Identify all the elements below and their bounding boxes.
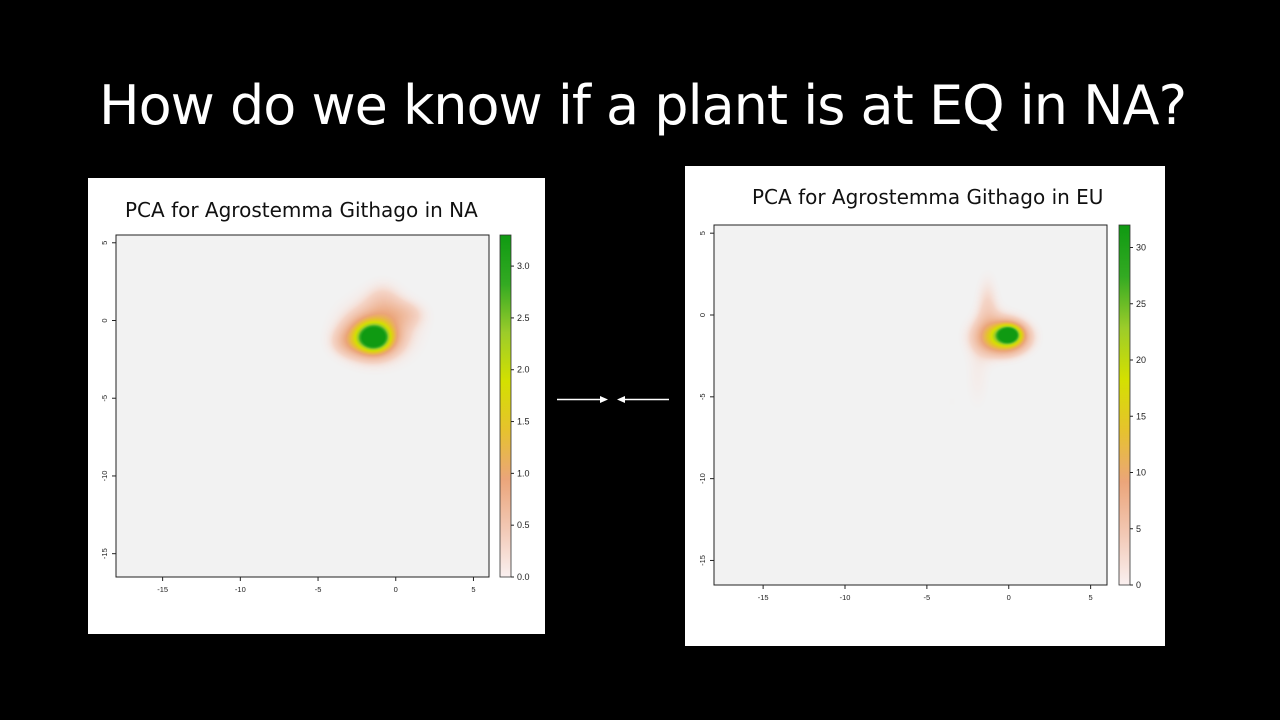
density-surface — [116, 235, 489, 577]
x-tick-label: -15 — [157, 585, 168, 594]
colorbar-tick-label: 25 — [1136, 299, 1146, 309]
colorbar-tick-label: 30 — [1136, 243, 1146, 253]
x-tick-label: 0 — [1007, 593, 1011, 602]
colorbar-tick-label: 2.5 — [517, 313, 530, 323]
colorbar-tick-label: 2.0 — [517, 365, 530, 375]
colorbar — [1118, 224, 1131, 586]
equilibrium-arrows — [557, 396, 669, 403]
x-tick-label: -5 — [315, 585, 322, 594]
colorbar-tick-label: 20 — [1136, 355, 1146, 365]
colorbar-tick-label: 1.0 — [517, 468, 530, 478]
y-tick-label: -5 — [100, 395, 109, 402]
slide-title: How do we know if a plant is at EQ in NA… — [99, 74, 1187, 137]
eu-chart-title: PCA for Agrostemma Githago in EU — [752, 185, 1104, 209]
density-surface — [714, 225, 1107, 585]
y-tick-label: -10 — [698, 473, 707, 484]
x-tick-label: -10 — [235, 585, 246, 594]
na-chart-title: PCA for Agrostemma Githago in NA — [125, 198, 478, 222]
left-arrow-icon — [617, 396, 669, 403]
y-tick-label: 0 — [698, 313, 707, 317]
colorbar-tick-label: 0.5 — [517, 520, 530, 530]
eu-pca-panel: PCA for Agrostemma Githago in EU -15 -10-… — [685, 166, 1165, 646]
colorbar-tick-label: 10 — [1136, 468, 1146, 478]
colorbar-tick-label: 5 — [1136, 524, 1141, 534]
x-tick-label: 0 — [394, 585, 398, 594]
colorbar-tick-label: 1.5 — [517, 417, 530, 427]
y-tick-label: -5 — [698, 393, 707, 400]
na-pca-heatmap: -15 -10 -5 0 5 5 0 -5 -10 -15 0.0 0.5 1.0 1.5 2.0 2.5 3.… — [100, 234, 530, 594]
plot-frame — [115, 234, 490, 578]
x-tick-label: 5 — [1089, 593, 1093, 602]
y-tick-label: 5 — [698, 231, 707, 235]
na-pca-panel: PCA for Agrostemma Githago in NA -15 -10-… — [88, 178, 545, 634]
y-tick-label: -10 — [100, 471, 109, 482]
x-tick-label: -5 — [924, 593, 931, 602]
y-tick-label: 0 — [100, 318, 109, 322]
colorbar-tick-label: 3.0 — [517, 261, 530, 271]
colorbar — [499, 234, 512, 578]
colorbar-tick-label: 0.0 — [517, 572, 530, 582]
plot-frame — [713, 224, 1108, 586]
x-tick-label: -10 — [840, 593, 851, 602]
colorbar-tick-label: 0 — [1136, 580, 1141, 590]
x-tick-label: 5 — [471, 585, 475, 594]
x-tick-label: -15 — [758, 593, 769, 602]
right-arrow-icon — [557, 396, 608, 403]
eu-pca-heatmap: -15 -10 -5 0 5 5 0 -5 -10 -15 0 5 10 15 20 25 30 — [698, 224, 1146, 602]
y-tick-label: -15 — [100, 548, 109, 559]
y-tick-label: 5 — [100, 241, 109, 245]
colorbar-tick-label: 15 — [1136, 411, 1146, 421]
y-tick-label: -15 — [698, 555, 707, 566]
